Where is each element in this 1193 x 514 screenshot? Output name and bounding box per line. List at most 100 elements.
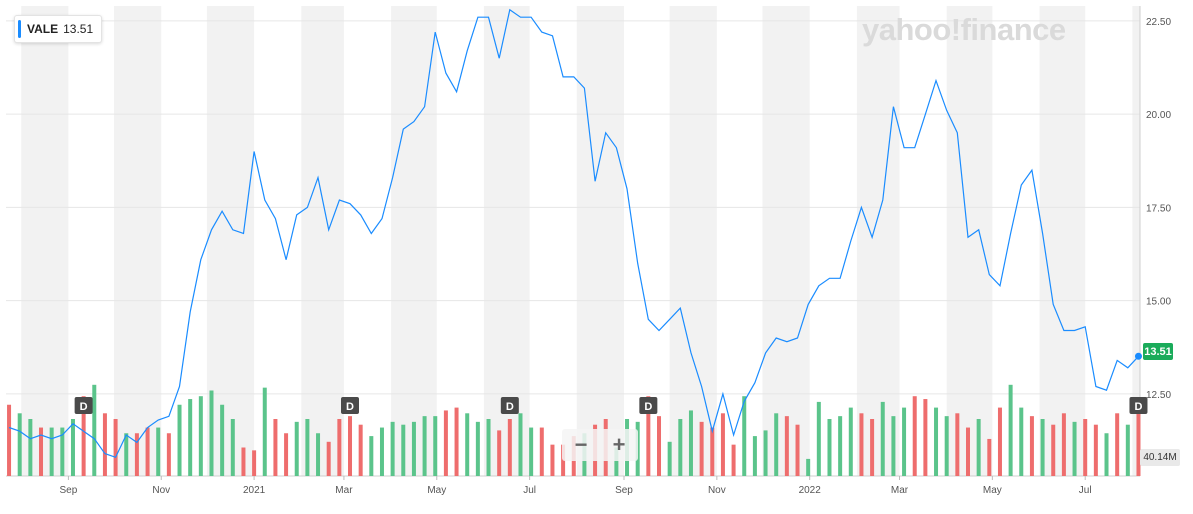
volume-bar [284, 433, 289, 476]
volume-bar [539, 427, 544, 476]
volume-bar [1093, 424, 1098, 476]
volume-bar [1125, 424, 1130, 476]
volume-bar [230, 419, 235, 476]
volume-bar [443, 410, 448, 476]
volume-bar [497, 430, 502, 476]
month-band [576, 6, 624, 476]
volume-bar [273, 419, 278, 476]
zoom-in-button[interactable]: + [612, 432, 626, 457]
volume-bar [859, 413, 864, 476]
volume-bar [337, 419, 342, 476]
volume-bar [28, 419, 33, 476]
volume-bar [145, 427, 150, 476]
x-tick-label: Nov [708, 485, 726, 496]
volume-bar [348, 416, 353, 476]
volume-bar [124, 433, 129, 476]
volume-bar [550, 444, 555, 476]
volume-bar [806, 458, 811, 476]
x-tick-label: Nov [152, 485, 170, 496]
volume-bar [39, 427, 44, 476]
volume-bar [965, 427, 970, 476]
volume-bar [379, 427, 384, 476]
gridlines [6, 6, 1141, 477]
dividend-marker[interactable]: D [639, 397, 658, 414]
volume-bar [166, 433, 171, 476]
volume-bar [678, 419, 683, 476]
volume-bar [667, 441, 672, 476]
month-band [1132, 6, 1140, 476]
dividend-marker[interactable]: D [74, 397, 93, 414]
x-tick-label: Mar [891, 485, 909, 496]
volume-bar [816, 401, 821, 476]
volume-bar [891, 416, 896, 476]
x-tick-label: May [427, 485, 446, 496]
volume-bar [614, 447, 619, 476]
volume-bar [369, 436, 374, 476]
month-band [1039, 6, 1086, 476]
volume-bar [326, 441, 331, 476]
price-series-line[interactable] [8, 8, 1139, 459]
volume-bar [49, 427, 54, 476]
ticker-badge[interactable]: VALE 13.51 [14, 15, 103, 43]
volume-bar [870, 419, 875, 476]
volume-bar [720, 413, 725, 476]
volume-bar [934, 407, 939, 476]
volume-bar [1029, 416, 1034, 476]
y-tick-label: 12.50 [1146, 390, 1171, 401]
volume-bar [220, 404, 225, 476]
y-tick-label: 15.00 [1146, 297, 1171, 308]
volume-bar [17, 413, 22, 476]
volume-bars [7, 384, 1141, 476]
volume-bar [976, 419, 981, 476]
volume-bar [113, 419, 118, 476]
volume-bar [795, 424, 800, 476]
month-band [856, 6, 900, 476]
volume-bar [1051, 424, 1056, 476]
volume-bar [848, 407, 853, 476]
volume-bar [241, 447, 246, 476]
volume-bar [912, 396, 917, 476]
volume-bar [316, 433, 321, 476]
volume-bar [475, 421, 480, 476]
volume-bar [699, 421, 704, 476]
y-tick-label: 20.00 [1146, 110, 1171, 121]
volume-bar [454, 407, 459, 476]
month-shading [21, 6, 1140, 476]
volume-bar [422, 416, 427, 476]
volume-bar [1083, 419, 1088, 476]
last-price-dot [1134, 352, 1142, 360]
volume-bar [752, 436, 757, 476]
volume-bar [880, 401, 885, 476]
volume-bar [433, 416, 438, 476]
svg-text:D: D [1135, 401, 1143, 413]
month-band [669, 6, 717, 476]
volume-bar [1072, 421, 1077, 476]
volume-bar [742, 396, 747, 476]
x-tick-label: Sep [615, 485, 633, 496]
volume-bar [529, 427, 534, 476]
svg-text:D: D [644, 401, 652, 413]
volume-bar [1019, 407, 1024, 476]
volume-bar [997, 407, 1002, 476]
x-tick-label: 2022 [799, 485, 822, 496]
dividend-marker[interactable]: D [341, 397, 360, 414]
volume-bar [827, 419, 832, 476]
month-band [301, 6, 344, 476]
x-tick-label: Sep [60, 485, 78, 496]
ticker-color-swatch [18, 20, 21, 38]
volume-bar [134, 433, 139, 476]
y-tick-label: 17.50 [1146, 203, 1171, 214]
dividend-marker[interactable]: D [500, 397, 519, 414]
volume-bar [465, 413, 470, 476]
volume-bar [60, 427, 65, 476]
zoom-out-button[interactable]: − [574, 432, 588, 457]
price-line[interactable] [8, 8, 1142, 459]
volume-bar [177, 404, 182, 476]
volume-bar [1115, 413, 1120, 476]
dividend-marker[interactable]: D [1129, 397, 1148, 414]
volume-bar [252, 450, 257, 476]
y-axis: 22.50 20.00 17.50 15.00 12.50 [1146, 17, 1171, 401]
